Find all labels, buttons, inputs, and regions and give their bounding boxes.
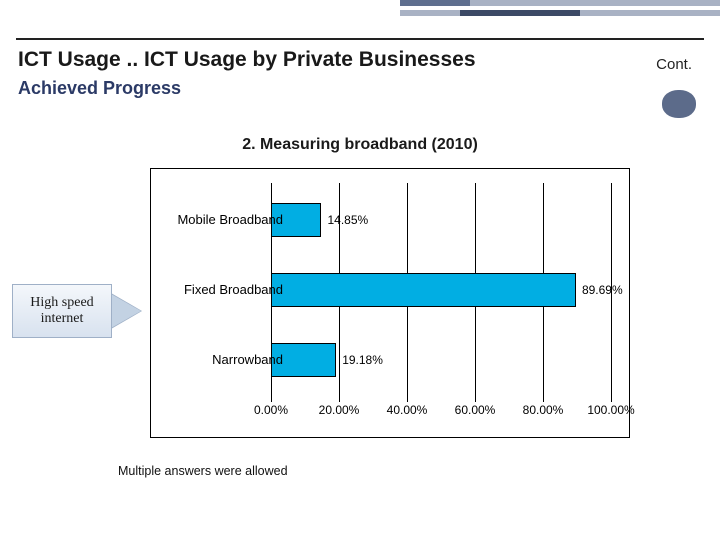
title-rule <box>16 38 704 40</box>
page-title: ICT Usage .. ICT Usage by Private Busine… <box>18 48 476 72</box>
page-subtitle: Achieved Progress <box>18 78 181 99</box>
category-label: Fixed Broadband <box>175 282 283 297</box>
bar-value-label: 14.85% <box>327 213 368 227</box>
category-label: Narrowband <box>175 352 283 367</box>
bar-value-label: 89.69% <box>582 283 623 297</box>
xtick-mark <box>475 397 476 402</box>
xtick-label: 20.00% <box>311 403 367 417</box>
top-strip-seg <box>580 10 720 16</box>
chart-title: 2. Measuring broadband (2010) <box>0 136 720 154</box>
xtick-mark <box>271 397 272 402</box>
xtick-mark <box>407 397 408 402</box>
plot-area <box>271 183 611 397</box>
xtick-mark <box>339 397 340 402</box>
footnote: Multiple answers were allowed <box>118 464 288 478</box>
page-badge <box>662 90 696 118</box>
xtick-label: 0.00% <box>243 403 299 417</box>
callout-arrow <box>111 294 141 328</box>
xtick-label: 60.00% <box>447 403 503 417</box>
top-strip-seg <box>400 10 460 16</box>
callout-box: High speed internet <box>12 284 112 338</box>
cont-label: Cont. <box>656 56 692 73</box>
xtick-mark <box>611 397 612 402</box>
top-strip-seg <box>460 10 580 16</box>
bar <box>271 273 576 307</box>
xtick-label: 40.00% <box>379 403 435 417</box>
top-strip <box>0 0 720 40</box>
bar-value-label: 19.18% <box>342 353 383 367</box>
callout-text: High speed internet <box>13 295 111 327</box>
chart-area: 0.00%20.00%40.00%60.00%80.00%100.00%14.8… <box>150 168 630 438</box>
xtick-label: 80.00% <box>515 403 571 417</box>
xtick-mark <box>543 397 544 402</box>
category-label: Mobile Broadband <box>175 212 283 227</box>
xtick-label: 100.00% <box>583 403 639 417</box>
